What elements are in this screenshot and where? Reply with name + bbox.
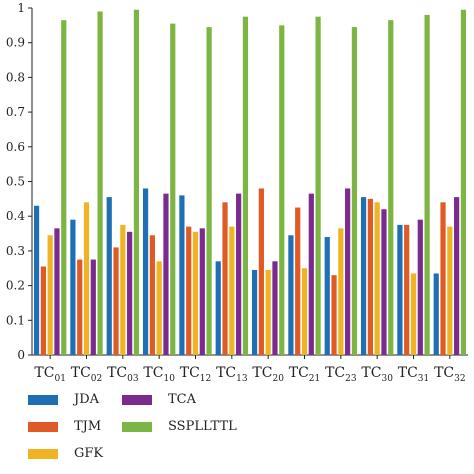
bar-jda-tc13 [215,261,221,355]
bar-jda-tc12 [179,195,185,355]
bar-tjm-tc31 [404,224,410,356]
bar-tca-tc32 [454,197,460,355]
x-tick-label: TC02 [71,365,103,384]
bar-sspllttl-tc30 [388,20,394,356]
bar-tjm-tc32 [440,202,446,355]
x-tick-label: TC03 [107,365,139,384]
y-tick-label: 0.1 [6,313,25,327]
bar-gfk-tc01 [47,235,53,355]
bar-gfk-tc10 [156,261,162,355]
bar-tjm-tc02 [77,259,83,355]
bar-sspllttl-tc32 [460,9,467,356]
bar-gfk-tc12 [192,231,199,355]
bar-gfk-tc13 [229,226,235,355]
bar-tjm-tc30 [367,198,373,355]
x-tick-label: TC32 [434,365,466,384]
bar-sspllttl-tc02 [97,11,103,355]
bar-gfk-tc31 [410,273,417,355]
bar-tjm-tc01 [40,266,46,355]
x-tick-label: TC01 [34,365,66,384]
y-tick-label: 0 [17,348,25,362]
bar-jda-tc03 [106,197,112,355]
bar-sspllttl-tc21 [315,16,321,356]
bar-tjm-tc10 [149,235,155,355]
bar-sspllttl-tc01 [61,20,67,356]
y-tick-label: 0.6 [6,140,25,154]
x-tick-label: TC31 [398,365,430,384]
bar-sspllttl-tc10 [170,23,176,356]
bar-jda-tc20 [251,269,258,355]
y-tick-label: 0.2 [6,279,25,293]
bar-tjm-tc21 [295,207,301,355]
y-tick-label: 0.9 [6,36,25,50]
bar-gfk-tc30 [374,202,380,355]
bar-tca-tc31 [417,219,423,355]
bar-tjm-tc13 [222,202,228,355]
y-tick-label: 0.3 [6,244,25,258]
bar-tca-tc21 [308,193,314,355]
x-tick-label: TC30 [361,365,393,384]
bar-jda-tc32 [433,273,439,355]
y-tick-label: 0.5 [6,175,25,189]
bar-tca-tc01 [54,228,60,355]
x-tick-label: TC10 [143,365,175,384]
bar-tjm-tc20 [258,188,264,355]
bar-tca-tc20 [272,261,278,355]
bar-gfk-tc23 [338,228,344,355]
bar-gfk-tc32 [447,226,453,355]
x-tick-label: TC20 [252,365,284,384]
bar-sspllttl-tc20 [279,25,285,355]
bar-tca-tc13 [236,193,242,355]
bar-jda-tc23 [324,237,330,355]
bar-tca-tc12 [199,228,205,355]
bar-tca-tc23 [345,188,351,355]
x-tick-label: TC12 [180,365,212,384]
bar-jda-tc30 [360,197,367,355]
bar-jda-tc02 [70,219,76,355]
bar-tca-tc02 [90,259,96,355]
y-tick-label: 1 [17,1,25,15]
bar-gfk-tc02 [83,202,90,355]
x-tick-label: TC13 [216,365,248,384]
bar-sspllttl-tc03 [133,9,140,356]
bar-gfk-tc21 [301,268,308,355]
x-tick-label: TC23 [325,365,357,384]
bar-tjm-tc03 [113,247,119,355]
bar-jda-tc31 [397,224,403,356]
y-tick-label: 0.7 [6,105,25,119]
bar-tca-tc10 [163,193,169,355]
y-tick-label: 0.4 [6,209,25,223]
bar-tca-tc03 [127,231,133,355]
y-tick-label: 0.8 [6,70,25,84]
bar-jda-tc21 [288,235,294,355]
bar-tjm-tc23 [331,275,337,355]
bar-sspllttl-tc31 [424,14,430,355]
bar-sspllttl-tc23 [351,27,358,356]
bar-sspllttl-tc13 [242,16,249,356]
bar-gfk-tc20 [265,269,271,355]
bar-tjm-tc12 [186,226,192,355]
bar-gfk-tc03 [120,224,126,356]
x-tick-label: TC21 [289,365,321,384]
bar-sspllttl-tc12 [206,27,212,356]
bar-jda-tc01 [33,205,40,355]
bar-jda-tc10 [142,188,149,355]
bar-tca-tc30 [381,209,387,355]
